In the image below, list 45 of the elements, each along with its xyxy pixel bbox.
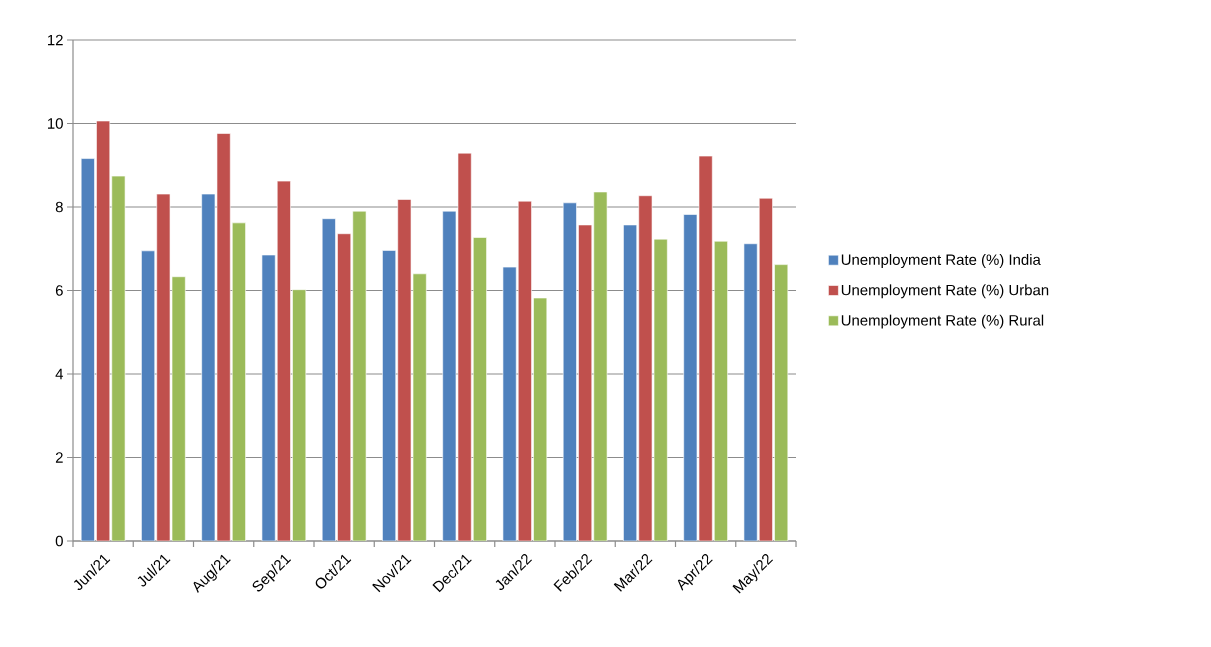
bar bbox=[352, 210, 367, 541]
bar bbox=[758, 197, 773, 541]
bar bbox=[653, 238, 668, 541]
bar bbox=[623, 224, 638, 541]
bar bbox=[382, 250, 397, 541]
bar bbox=[201, 193, 216, 541]
bar bbox=[80, 158, 95, 541]
bar bbox=[292, 289, 307, 541]
bar bbox=[412, 273, 427, 541]
bar bbox=[562, 202, 577, 541]
bar bbox=[397, 199, 412, 541]
y-tick-label: 0 bbox=[55, 535, 63, 547]
bar bbox=[231, 222, 246, 541]
bar bbox=[111, 175, 126, 541]
legend-label: Unemployment Rate (%) India bbox=[841, 254, 1041, 268]
bar bbox=[337, 233, 352, 541]
y-tick-label: 12 bbox=[48, 34, 63, 46]
bar bbox=[321, 218, 336, 541]
bar bbox=[96, 120, 111, 541]
bar bbox=[698, 155, 713, 541]
bar bbox=[472, 237, 487, 541]
legend-label: Unemployment Rate (%) Urban bbox=[841, 284, 1049, 299]
bar bbox=[457, 152, 472, 541]
bar bbox=[774, 264, 789, 541]
legend-label: Unemployment Rate (%) Rural bbox=[841, 314, 1044, 329]
y-tick-label: 4 bbox=[55, 368, 64, 380]
bar bbox=[517, 200, 532, 541]
bar bbox=[156, 193, 171, 541]
bar bbox=[683, 214, 698, 541]
bar bbox=[171, 276, 186, 541]
bar bbox=[502, 266, 517, 541]
bar bbox=[638, 195, 653, 541]
y-tick-label: 8 bbox=[55, 201, 63, 213]
bar bbox=[216, 133, 231, 541]
y-tick-label: 2 bbox=[55, 452, 63, 463]
y-tick-label: 6 bbox=[55, 285, 63, 296]
bar bbox=[141, 250, 156, 541]
bar bbox=[578, 224, 593, 541]
y-tick-label: 10 bbox=[48, 118, 63, 129]
bar bbox=[261, 254, 276, 541]
bar bbox=[593, 191, 608, 541]
bar bbox=[276, 180, 291, 541]
bar bbox=[743, 243, 758, 541]
bar bbox=[442, 210, 457, 541]
bar bbox=[713, 240, 728, 541]
